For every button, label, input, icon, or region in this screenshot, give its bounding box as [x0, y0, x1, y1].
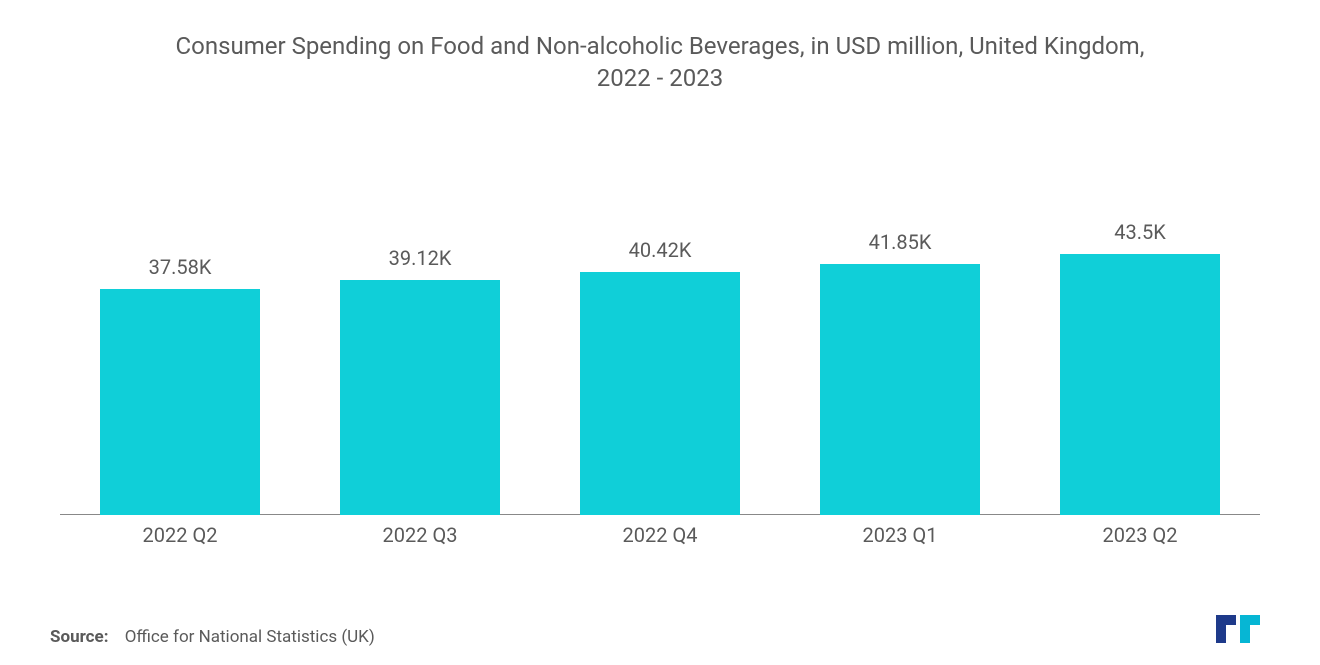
- bar-value-label: 39.12K: [389, 246, 452, 270]
- bar-value-label: 40.42K: [629, 238, 692, 262]
- x-axis-label: 2023 Q2: [1040, 523, 1240, 547]
- x-axis-label: 2022 Q2: [80, 523, 280, 547]
- bar-group: 40.42K: [560, 238, 760, 515]
- bar-group: 43.5K: [1040, 220, 1240, 515]
- x-axis-label: 2022 Q3: [320, 523, 520, 547]
- source-key: Source:: [50, 627, 108, 647]
- chart-container: Consumer Spending on Food and Non-alcoho…: [0, 0, 1320, 665]
- bar-group: 41.85K: [800, 230, 1000, 515]
- bar-value-label: 41.85K: [869, 230, 932, 254]
- source-text: Office for National Statistics (UK): [125, 627, 375, 647]
- x-axis-labels: 2022 Q2 2022 Q3 2022 Q4 2023 Q1 2023 Q2: [60, 523, 1260, 547]
- bar-value-label: 37.58K: [149, 255, 212, 279]
- bar-group: 39.12K: [320, 246, 520, 515]
- x-axis-label: 2023 Q1: [800, 523, 1000, 547]
- bar-value-label: 43.5K: [1114, 220, 1166, 244]
- chart-title: Consumer Spending on Food and Non-alcoho…: [170, 30, 1150, 95]
- bar: [1060, 254, 1220, 515]
- source-line: Source: Office for National Statistics (…: [50, 627, 375, 647]
- plot-area: 37.58K 39.12K 40.42K 41.85K 43.5K: [60, 155, 1260, 515]
- brand-logo-icon: [1212, 613, 1270, 647]
- bar: [580, 272, 740, 515]
- x-axis-label: 2022 Q4: [560, 523, 760, 547]
- bar: [340, 280, 500, 515]
- chart-footer: Source: Office for National Statistics (…: [50, 613, 1270, 647]
- bar: [820, 264, 980, 515]
- bar: [100, 289, 260, 514]
- bar-group: 37.58K: [80, 255, 280, 514]
